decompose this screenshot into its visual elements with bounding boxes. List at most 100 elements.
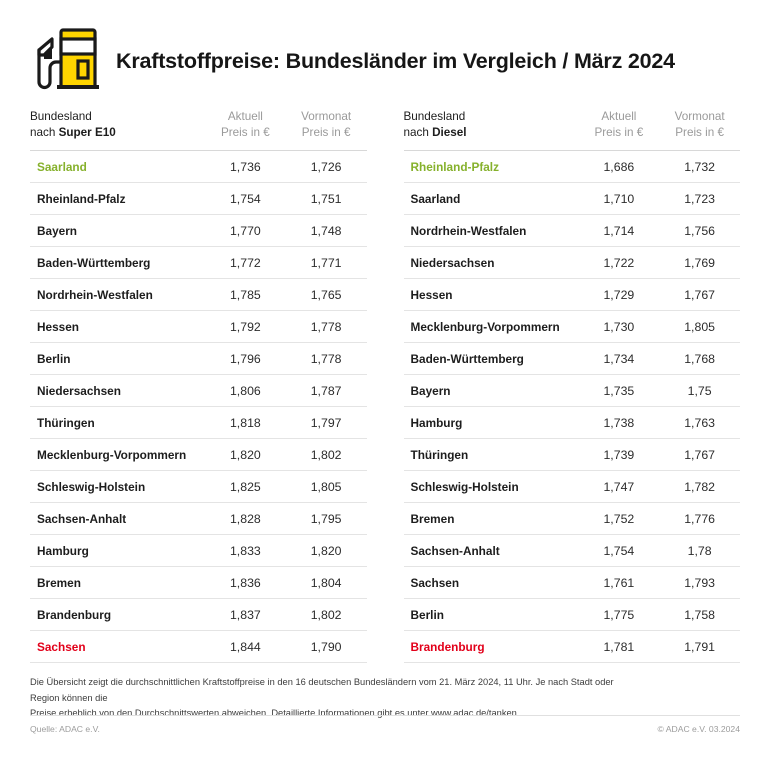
- cell-previous-price: 1,797: [285, 406, 367, 439]
- cell-state-name: Baden-Württemberg: [30, 246, 205, 279]
- cell-current-price: 1,738: [578, 406, 660, 439]
- cell-previous-price: 1,771: [285, 246, 367, 279]
- cell-current-price: 1,686: [578, 150, 660, 183]
- cell-current-price: 1,820: [204, 438, 286, 471]
- cell-current-price: 1,770: [204, 214, 286, 247]
- cell-previous-price: 1,820: [285, 534, 367, 567]
- table-row: Baden-Württemberg 1,772 1,771: [30, 246, 367, 279]
- column-header-state: Bundesland nach Super E10: [30, 109, 205, 151]
- cell-current-price: 1,734: [578, 342, 660, 375]
- cell-previous-price: 1,802: [285, 438, 367, 471]
- table-row: Rheinland-Pfalz 1,686 1,732: [403, 150, 740, 183]
- footnote-line-2: Preise erheblich von den Durchschnittswe…: [30, 708, 520, 718]
- cell-previous-price: 1,791: [659, 630, 740, 663]
- table-row: Hamburg 1,833 1,820: [30, 534, 367, 567]
- cell-state-name: Nordrhein-Westfalen: [403, 214, 579, 247]
- cell-state-name: Bayern: [403, 374, 579, 407]
- cell-state-name: Sachsen: [30, 630, 205, 663]
- cell-previous-price: 1,776: [659, 502, 740, 535]
- fuel-pump-icon: [30, 25, 106, 97]
- table-row: Mecklenburg-Vorpommern 1,730 1,805: [403, 310, 740, 343]
- table-row: Brandenburg 1,781 1,791: [403, 630, 740, 663]
- cell-state-name: Hessen: [30, 310, 205, 343]
- table-row: Nordrhein-Westfalen 1,714 1,756: [403, 214, 740, 247]
- column-header-state: Bundesland nach Diesel: [403, 109, 579, 151]
- cell-previous-price: 1,778: [285, 342, 367, 375]
- cell-state-name: Bayern: [30, 214, 205, 247]
- cell-state-name: Sachsen-Anhalt: [30, 502, 205, 535]
- cell-state-name: Berlin: [403, 598, 579, 631]
- cell-previous-price: 1,802: [285, 598, 367, 631]
- cell-current-price: 1,837: [204, 598, 286, 631]
- table-row: Bremen 1,752 1,776: [403, 502, 740, 535]
- cell-previous-price: 1,751: [285, 182, 367, 215]
- table-row: Hessen 1,792 1,778: [30, 310, 367, 343]
- column-header-current-line2: Preis in €: [220, 126, 270, 139]
- table-body-super-e10: Saarland 1,736 1,726 Rheinland-Pfalz 1,754 1,…: [30, 150, 367, 663]
- cell-state-name: Niedersachsen: [403, 246, 579, 279]
- cell-current-price: 1,844: [204, 630, 286, 663]
- cell-current-price: 1,781: [578, 630, 660, 663]
- cell-previous-price: 1,805: [285, 470, 367, 503]
- price-table-diesel: Bundesland nach Diesel Aktuell Preis in …: [403, 109, 740, 663]
- cell-previous-price: 1,78: [659, 534, 740, 567]
- cell-state-name: Mecklenburg-Vorpommern: [30, 438, 205, 471]
- cell-state-name: Brandenburg: [30, 598, 205, 631]
- cell-state-name: Schleswig-Holstein: [30, 470, 205, 503]
- cell-current-price: 1,818: [204, 406, 286, 439]
- table-row: Sachsen-Anhalt 1,828 1,795: [30, 502, 367, 535]
- cell-previous-price: 1,787: [285, 374, 367, 407]
- cell-current-price: 1,825: [204, 470, 286, 503]
- cell-state-name: Baden-Württemberg: [403, 342, 579, 375]
- table-row: Saarland 1,710 1,723: [403, 182, 740, 215]
- column-header-state-prefix: nach: [403, 126, 433, 139]
- cell-previous-price: 1,726: [285, 150, 367, 183]
- cell-state-name: Schleswig-Holstein: [403, 470, 579, 503]
- cell-current-price: 1,754: [204, 182, 286, 215]
- source-bar: Quelle: ADAC e.V. © ADAC e.V. 03.2024: [30, 715, 740, 734]
- cell-previous-price: 1,769: [659, 246, 740, 279]
- table-row: Sachsen 1,844 1,790: [30, 630, 367, 663]
- cell-previous-price: 1,723: [659, 182, 740, 215]
- column-header-previous-line1: Vormonat: [674, 110, 725, 123]
- cell-current-price: 1,828: [204, 502, 286, 535]
- cell-previous-price: 1,782: [659, 470, 740, 503]
- tables-container: Bundesland nach Super E10 Aktuell Preis …: [30, 109, 740, 663]
- table-header-super-e10: Bundesland nach Super E10 Aktuell Preis …: [30, 109, 367, 151]
- cell-state-name: Brandenburg: [403, 630, 579, 663]
- cell-previous-price: 1,763: [659, 406, 740, 439]
- cell-current-price: 1,775: [578, 598, 660, 631]
- cell-previous-price: 1,790: [285, 630, 367, 663]
- table-row: Niedersachsen 1,806 1,787: [30, 374, 367, 407]
- column-header-state-line1: Bundesland: [30, 110, 92, 123]
- cell-state-name: Niedersachsen: [30, 374, 205, 407]
- column-header-state-line2: nach Super E10: [30, 125, 205, 141]
- column-header-current-line1: Aktuell: [601, 110, 637, 123]
- footnote: Die Übersicht zeigt die durchschnittlich…: [30, 675, 630, 722]
- cell-state-name: Hessen: [403, 278, 579, 311]
- cell-current-price: 1,792: [204, 310, 286, 343]
- table-row: Mecklenburg-Vorpommern 1,820 1,802: [30, 438, 367, 471]
- cell-current-price: 1,761: [578, 566, 660, 599]
- cell-state-name: Thüringen: [30, 406, 205, 439]
- cell-state-name: Berlin: [30, 342, 205, 375]
- column-header-previous-line1: Vormonat: [301, 110, 352, 123]
- table-row: Rheinland-Pfalz 1,754 1,751: [30, 182, 367, 215]
- cell-current-price: 1,785: [204, 278, 286, 311]
- column-header-previous: Vormonat Preis in €: [659, 109, 740, 151]
- cell-state-name: Saarland: [403, 182, 579, 215]
- header: Kraftstoffpreise: Bundesländer im Vergle…: [30, 0, 740, 92]
- table-wrapper-super-e10: Bundesland nach Super E10 Aktuell Preis …: [30, 109, 367, 663]
- table-row: Bayern 1,770 1,748: [30, 214, 367, 247]
- table-row: Brandenburg 1,837 1,802: [30, 598, 367, 631]
- table-row: Nordrhein-Westfalen 1,785 1,765: [30, 278, 367, 311]
- column-header-current-line2: Preis in €: [594, 126, 644, 139]
- table-row: Bremen 1,836 1,804: [30, 566, 367, 599]
- cell-current-price: 1,754: [578, 534, 660, 567]
- cell-current-price: 1,772: [204, 246, 286, 279]
- cell-state-name: Hamburg: [403, 406, 579, 439]
- cell-previous-price: 1,805: [659, 310, 740, 343]
- table-body-diesel: Rheinland-Pfalz 1,686 1,732 Saarland 1,710 1,…: [403, 150, 740, 663]
- column-header-state-prefix: nach: [30, 126, 59, 139]
- cell-state-name: Rheinland-Pfalz: [30, 182, 205, 215]
